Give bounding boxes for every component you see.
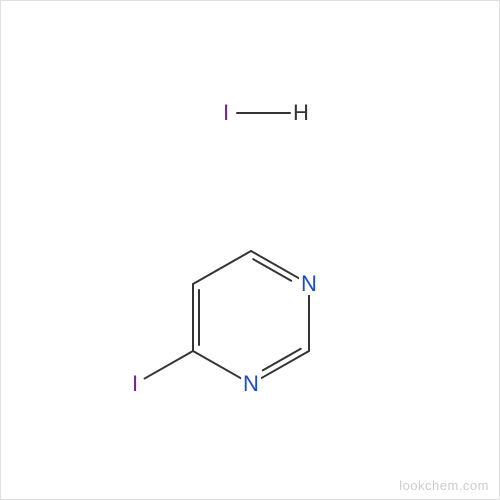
atom-i-label: I bbox=[221, 102, 231, 124]
bond-layer bbox=[1, 1, 500, 500]
structure-canvas: I H N N I lookchem.com bbox=[0, 0, 500, 500]
atom-n-label: N bbox=[299, 273, 319, 295]
watermark-text: lookchem.com bbox=[399, 478, 489, 493]
atom-n-label: N bbox=[241, 373, 261, 395]
atom-i-label: I bbox=[130, 373, 140, 395]
atom-h-label: H bbox=[291, 102, 311, 124]
